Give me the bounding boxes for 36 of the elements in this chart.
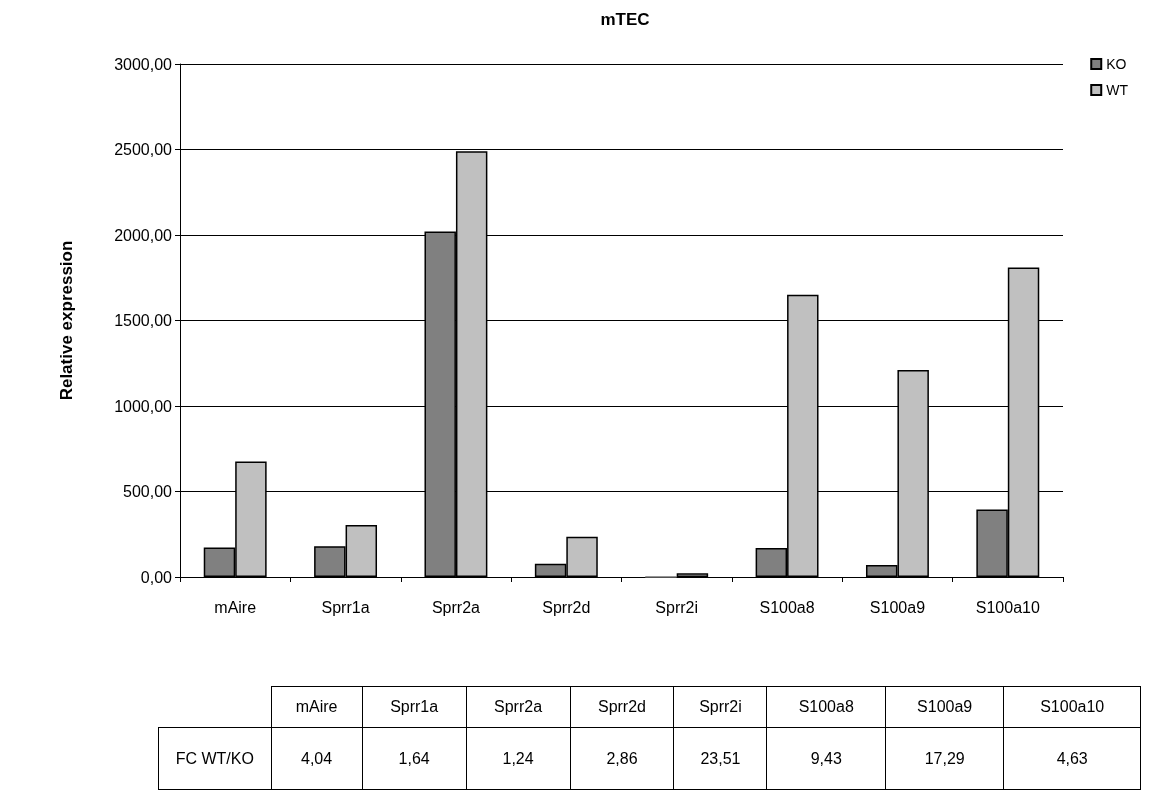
- chart-title: mTEC: [600, 10, 650, 29]
- y-tick-label: 3000,00: [114, 55, 173, 73]
- x-tick-label: Sprr2d: [542, 598, 591, 616]
- x-tick-label: S100a8: [759, 598, 815, 616]
- x-tick-label: S100a9: [869, 598, 926, 616]
- x-tick-label: mAire: [214, 598, 257, 616]
- category-label: S100a9: [885, 686, 1004, 728]
- legend-label: KO: [1106, 56, 1127, 72]
- text: 2,86: [606, 749, 638, 767]
- category-label: S100a10: [1003, 686, 1141, 728]
- y-tick-label: 2000,00: [114, 226, 173, 244]
- text: 9,43: [810, 749, 842, 767]
- text: 4,04: [301, 749, 333, 767]
- legend-label: WT: [1106, 82, 1129, 98]
- x-tick-label: S100a10: [975, 598, 1040, 616]
- category-label: Sprr2a: [466, 686, 571, 728]
- category-label: S100a8: [766, 686, 886, 728]
- text: 1,24: [502, 749, 534, 767]
- category-label: Sprr1a: [362, 686, 467, 728]
- category-label: mAire: [271, 686, 363, 728]
- x-tick-label: Sprr1a: [321, 598, 370, 616]
- y-tick-label: 2500,00: [114, 141, 173, 158]
- y-axis-title: Relative expression: [57, 240, 76, 401]
- y-tick-label: 0,00: [140, 568, 173, 586]
- y-tick-label: 1500,00: [114, 312, 173, 329]
- text: 4,63: [1056, 749, 1088, 767]
- category-label: Sprr2i: [673, 686, 767, 728]
- y-tick-label: 500,00: [123, 483, 173, 500]
- text: 1,64: [398, 749, 430, 767]
- category-label: Sprr2d: [570, 686, 674, 728]
- text: FC WT/KO: [158, 727, 271, 790]
- text: 23,51: [700, 749, 741, 767]
- x-tick-label: Sprr2i: [655, 598, 699, 616]
- text: 17,29: [924, 749, 965, 767]
- x-tick-label: Sprr2a: [431, 598, 481, 616]
- y-tick-label: 1000,00: [114, 397, 173, 415]
